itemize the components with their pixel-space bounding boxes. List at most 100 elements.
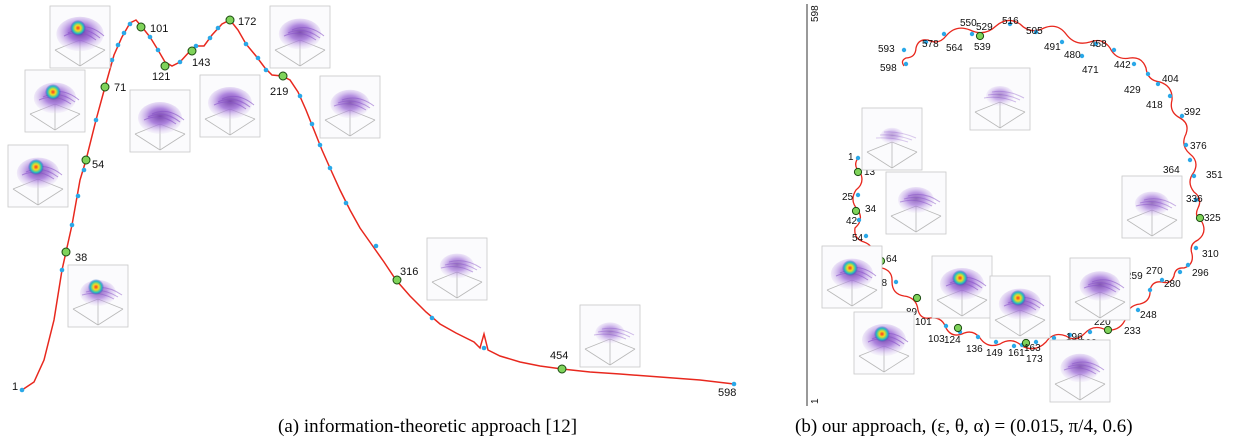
panel-b-plot: 598 1 1132534425464788910110312413614916… xyxy=(806,4,1223,406)
time-step-label: 143 xyxy=(192,57,210,69)
volume-render-thumbnail xyxy=(67,264,129,328)
time-step-label: 404 xyxy=(1162,74,1179,85)
key-time-step xyxy=(975,31,985,41)
panel-a-plot: 1 38 54 71 101 121 143 172 219 316 454 598 xyxy=(12,15,737,399)
key-time-step xyxy=(278,71,288,81)
time-step-label: 529 xyxy=(976,22,993,33)
sample-point xyxy=(893,279,899,285)
sample-point xyxy=(969,31,975,37)
sample-point xyxy=(1167,93,1173,99)
time-step-label: 38 xyxy=(75,252,87,264)
volume-render-thumbnail xyxy=(49,5,111,69)
sample-point xyxy=(155,47,161,53)
time-step-label: 233 xyxy=(1124,326,1141,337)
time-step-label: 458 xyxy=(1090,39,1107,50)
time-step-label: 121 xyxy=(152,71,170,83)
volume-render-thumbnail xyxy=(885,171,947,235)
sample-point xyxy=(855,155,861,161)
sample-point xyxy=(1131,61,1137,67)
key-time-step xyxy=(81,155,91,165)
sample-point xyxy=(1051,335,1057,341)
time-step-label: 491 xyxy=(1044,42,1061,53)
caption-b: (b) our approach, (ε, θ, α) = (0.015, π/… xyxy=(795,416,1133,437)
sample-point xyxy=(263,67,269,73)
time-step-label: 364 xyxy=(1163,165,1180,176)
time-step-label: 516 xyxy=(1002,16,1019,27)
time-step-label: 161 xyxy=(1008,348,1025,359)
sample-point xyxy=(1135,307,1141,313)
volume-render-thumbnail xyxy=(7,144,69,208)
key-time-step xyxy=(557,364,567,374)
axis-bottom-label: 1 xyxy=(810,398,821,404)
sample-point xyxy=(1033,339,1039,345)
time-step-label: 163 xyxy=(1024,343,1041,354)
sample-point xyxy=(75,193,81,199)
sample-point xyxy=(19,387,25,393)
time-step-label: 149 xyxy=(986,348,1003,359)
volume-render-thumbnail xyxy=(989,275,1051,339)
sample-point xyxy=(1193,197,1199,203)
time-step-label: 259 xyxy=(1126,271,1143,282)
sample-point xyxy=(1177,269,1183,275)
volume-render-thumbnail xyxy=(319,75,381,139)
key-time-step xyxy=(392,275,402,285)
time-step-label: 25 xyxy=(842,192,854,203)
sample-point xyxy=(923,39,929,45)
key-time-step xyxy=(100,82,110,92)
time-step-label: 54 xyxy=(92,159,104,171)
sample-point xyxy=(255,55,261,61)
sample-point xyxy=(1193,245,1199,251)
time-step-label: 325 xyxy=(1204,213,1221,224)
volume-render-thumbnail xyxy=(861,107,923,171)
time-step-label: 351 xyxy=(1206,170,1223,181)
sample-point xyxy=(327,165,333,171)
time-step-label: 564 xyxy=(946,43,963,54)
time-step-label: 1 xyxy=(12,381,18,393)
time-step-label: 173 xyxy=(1026,354,1043,365)
time-step-label: 196 xyxy=(1066,332,1083,343)
time-step-label: 454 xyxy=(550,350,568,362)
time-step-label: 64 xyxy=(886,254,898,265)
temporal-curve-a xyxy=(21,19,735,391)
sample-point xyxy=(1111,47,1117,53)
key-time-step xyxy=(187,46,197,56)
sample-point xyxy=(993,339,999,345)
time-step-label: 101 xyxy=(150,23,168,35)
volume-render-thumbnail xyxy=(969,67,1031,131)
sample-point xyxy=(1159,277,1165,283)
sample-point xyxy=(243,41,249,47)
sample-point xyxy=(1007,21,1013,27)
time-step-label: 392 xyxy=(1184,107,1201,118)
sample-point xyxy=(1087,329,1093,335)
time-step-label: 124 xyxy=(944,335,961,346)
sample-point xyxy=(373,243,379,249)
sample-point xyxy=(115,42,121,48)
sample-point xyxy=(81,167,87,173)
volume-render-thumbnail xyxy=(1069,257,1131,321)
sample-point xyxy=(69,222,75,228)
sample-point xyxy=(1059,39,1065,45)
volume-render-thumbnail xyxy=(199,74,261,138)
sample-point xyxy=(127,21,133,27)
sample-point xyxy=(856,217,862,223)
sample-point xyxy=(121,30,127,36)
time-step-label: 480 xyxy=(1064,50,1081,61)
time-step-label: 310 xyxy=(1202,249,1219,260)
sample-point xyxy=(731,381,737,387)
key-time-step xyxy=(1195,213,1205,223)
sample-point xyxy=(481,345,487,351)
sample-point xyxy=(317,142,323,148)
key-time-step xyxy=(136,22,146,32)
time-step-label: 136 xyxy=(966,344,983,355)
volume-render-thumbnail xyxy=(1121,175,1183,239)
time-step-label: 471 xyxy=(1082,65,1099,76)
caption-a: (a) information-theoretic approach [12] xyxy=(278,416,578,437)
sample-point xyxy=(1183,142,1189,148)
time-step-label: 376 xyxy=(1190,141,1207,152)
sample-point xyxy=(975,334,981,340)
sample-point xyxy=(941,31,947,37)
time-step-label: 220 xyxy=(1094,317,1111,328)
sample-point xyxy=(177,59,183,65)
sample-point xyxy=(1033,29,1039,35)
